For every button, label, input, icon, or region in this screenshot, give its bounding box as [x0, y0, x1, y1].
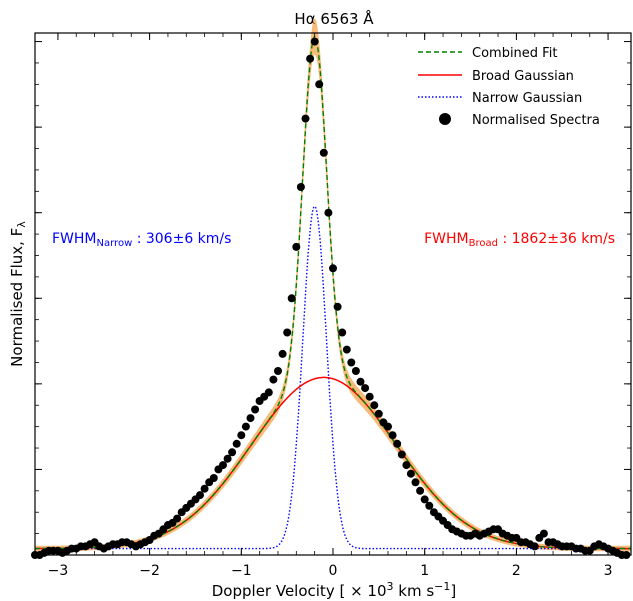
- spectrum-point: [393, 439, 402, 448]
- spectrum-point: [425, 501, 434, 510]
- spectrum-point: [241, 422, 250, 431]
- x-tick-label: 2: [512, 563, 521, 579]
- spectrum-point: [278, 349, 287, 358]
- annotation-fwhm-broad: FWHMBroad : 1862±36 km/s: [424, 231, 615, 249]
- spectrum-point: [374, 409, 383, 418]
- spectrum-points: [31, 37, 631, 559]
- legend-label-broad: Broad Gaussian: [472, 69, 574, 84]
- spectrum-point: [416, 486, 425, 495]
- spectrum-point: [306, 54, 315, 63]
- spectrum-point: [530, 542, 539, 551]
- spectrum-point: [370, 401, 379, 410]
- spectrum-point: [274, 367, 282, 375]
- spectrum-point: [232, 439, 241, 448]
- spectrum-point: [384, 422, 392, 431]
- spectrum-point: [420, 495, 429, 504]
- spectrum-point: [251, 405, 260, 414]
- spectrum-point: [333, 302, 342, 311]
- spectrum-point: [296, 183, 305, 191]
- spectrum-point: [292, 242, 301, 251]
- spectrum-point: [264, 388, 273, 397]
- spectrum-point: [315, 80, 324, 89]
- spectrum-point: [200, 484, 209, 493]
- spectrum-point: [173, 514, 182, 523]
- spectrum-point: [539, 529, 548, 538]
- spectrum-point: [324, 208, 333, 217]
- legend-label-combined: Combined Fit: [472, 46, 557, 61]
- spectrum-point: [237, 431, 246, 440]
- x-tick-label: −1: [231, 563, 252, 579]
- spectrum-point: [301, 114, 310, 123]
- spectrum-point: [287, 294, 296, 303]
- broad-gaussian-line: [35, 376, 631, 550]
- spectrum-point: [402, 461, 411, 470]
- spectrum-point: [411, 478, 420, 487]
- spectrum-point: [365, 392, 374, 401]
- spectrum-point: [219, 461, 227, 470]
- uncertainty-band: [35, 18, 631, 552]
- x-tick-label: −3: [48, 563, 69, 579]
- x-tick-label: 0: [329, 563, 338, 579]
- y-axis-ticks: [35, 41, 631, 535]
- x-axis-ticks: −3 −2 −1 0 1 2 3: [48, 33, 613, 579]
- spectrum-point: [209, 474, 218, 482]
- spectrum-point: [329, 264, 337, 273]
- plot-frame: [34, 32, 632, 556]
- narrow-gaussian-line: [35, 205, 631, 550]
- legend-label-narrow: Narrow Gaussian: [472, 91, 582, 106]
- spectrum-point: [223, 454, 232, 463]
- spectrum-point: [310, 37, 319, 46]
- legend-marker-spectra: [439, 113, 451, 125]
- spectrum-point: [388, 431, 397, 440]
- chart-title: Hα 6563 Å: [294, 9, 374, 28]
- x-tick-label: 1: [420, 563, 429, 579]
- x-tick-label: −2: [139, 563, 160, 579]
- legend-label-spectra: Normalised Spectra: [472, 113, 600, 128]
- x-tick-label: 3: [604, 563, 613, 579]
- annotation-fwhm-narrow: FWHMNarrow : 306±6 km/s: [52, 231, 231, 249]
- spectrum-point: [269, 375, 278, 384]
- spectrum-point: [338, 328, 347, 337]
- x-axis-label: Doppler Velocity [ × 103 km s−1]: [212, 580, 457, 600]
- spectrum-point: [356, 377, 365, 386]
- spectrum-point: [361, 384, 370, 393]
- spectrum-point: [342, 345, 351, 354]
- spectrum-point: [347, 358, 356, 367]
- spectrum-point: [351, 367, 360, 375]
- spectrum-point: [283, 328, 292, 337]
- spectrum-point: [406, 469, 415, 478]
- spectrum-point: [319, 148, 328, 157]
- spectrum-point: [246, 414, 255, 423]
- spectrum-point: [196, 491, 204, 500]
- spectrum-point: [397, 450, 406, 459]
- y-axis-label: Normalised Flux, Fλ: [8, 221, 28, 367]
- fit-uncertainty-band: [35, 18, 631, 552]
- spectrum-point: [228, 448, 237, 457]
- legend: Combined Fit Broad Gaussian Narrow Gauss…: [418, 46, 600, 128]
